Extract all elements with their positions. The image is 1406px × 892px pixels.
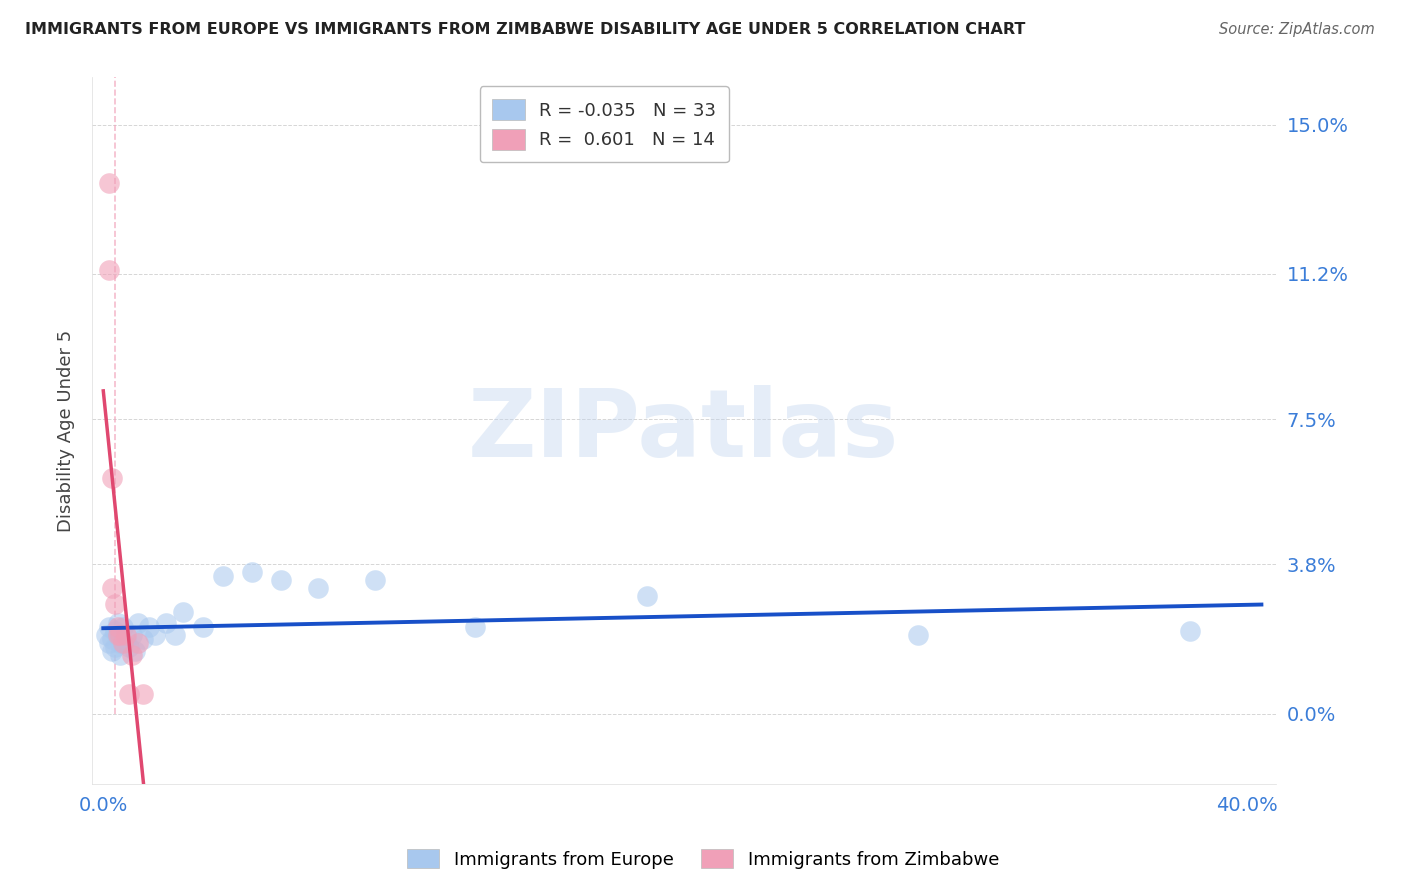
Point bbox=[98, 636, 121, 650]
Point bbox=[143, 628, 166, 642]
Point bbox=[240, 566, 263, 580]
Point bbox=[1178, 624, 1201, 639]
Point bbox=[107, 620, 129, 634]
Point bbox=[115, 628, 138, 642]
Point bbox=[127, 636, 149, 650]
Point bbox=[101, 581, 124, 595]
Point bbox=[193, 620, 215, 634]
Point bbox=[118, 640, 141, 654]
Point bbox=[163, 628, 186, 642]
Text: IMMIGRANTS FROM EUROPE VS IMMIGRANTS FROM ZIMBABWE DISABILITY AGE UNDER 5 CORREL: IMMIGRANTS FROM EUROPE VS IMMIGRANTS FRO… bbox=[25, 22, 1026, 37]
Y-axis label: Disability Age Under 5: Disability Age Under 5 bbox=[58, 330, 75, 532]
Point bbox=[127, 616, 149, 631]
Point bbox=[98, 177, 121, 191]
Point bbox=[110, 648, 132, 662]
Point bbox=[121, 648, 143, 662]
Point bbox=[101, 644, 124, 658]
Point bbox=[155, 616, 177, 631]
Point bbox=[110, 636, 132, 650]
Point bbox=[104, 624, 127, 639]
Point bbox=[364, 573, 387, 587]
Point bbox=[132, 632, 155, 647]
Legend: Immigrants from Europe, Immigrants from Zimbabwe: Immigrants from Europe, Immigrants from … bbox=[399, 841, 1007, 876]
Point bbox=[138, 620, 160, 634]
Point bbox=[636, 589, 658, 603]
Point bbox=[107, 616, 129, 631]
Point bbox=[101, 632, 124, 647]
Point bbox=[132, 687, 155, 701]
Point bbox=[107, 628, 129, 642]
Point bbox=[98, 263, 121, 277]
Point bbox=[115, 632, 138, 647]
Point bbox=[107, 628, 129, 642]
Point bbox=[112, 620, 135, 634]
Point bbox=[172, 605, 194, 619]
Point bbox=[124, 644, 146, 658]
Point bbox=[104, 597, 127, 611]
Point bbox=[101, 471, 124, 485]
Point bbox=[104, 640, 127, 654]
Point bbox=[270, 573, 292, 587]
Text: Source: ZipAtlas.com: Source: ZipAtlas.com bbox=[1219, 22, 1375, 37]
Point bbox=[94, 628, 117, 642]
Point bbox=[110, 628, 132, 642]
Point bbox=[98, 620, 121, 634]
Point bbox=[118, 687, 141, 701]
Point bbox=[307, 581, 329, 595]
Legend: R = -0.035   N = 33, R =  0.601   N = 14: R = -0.035 N = 33, R = 0.601 N = 14 bbox=[479, 87, 728, 162]
Point bbox=[112, 636, 135, 650]
Point bbox=[212, 569, 235, 583]
Point bbox=[907, 628, 929, 642]
Point bbox=[121, 628, 143, 642]
Text: ZIPatlas: ZIPatlas bbox=[468, 385, 900, 477]
Point bbox=[464, 620, 486, 634]
